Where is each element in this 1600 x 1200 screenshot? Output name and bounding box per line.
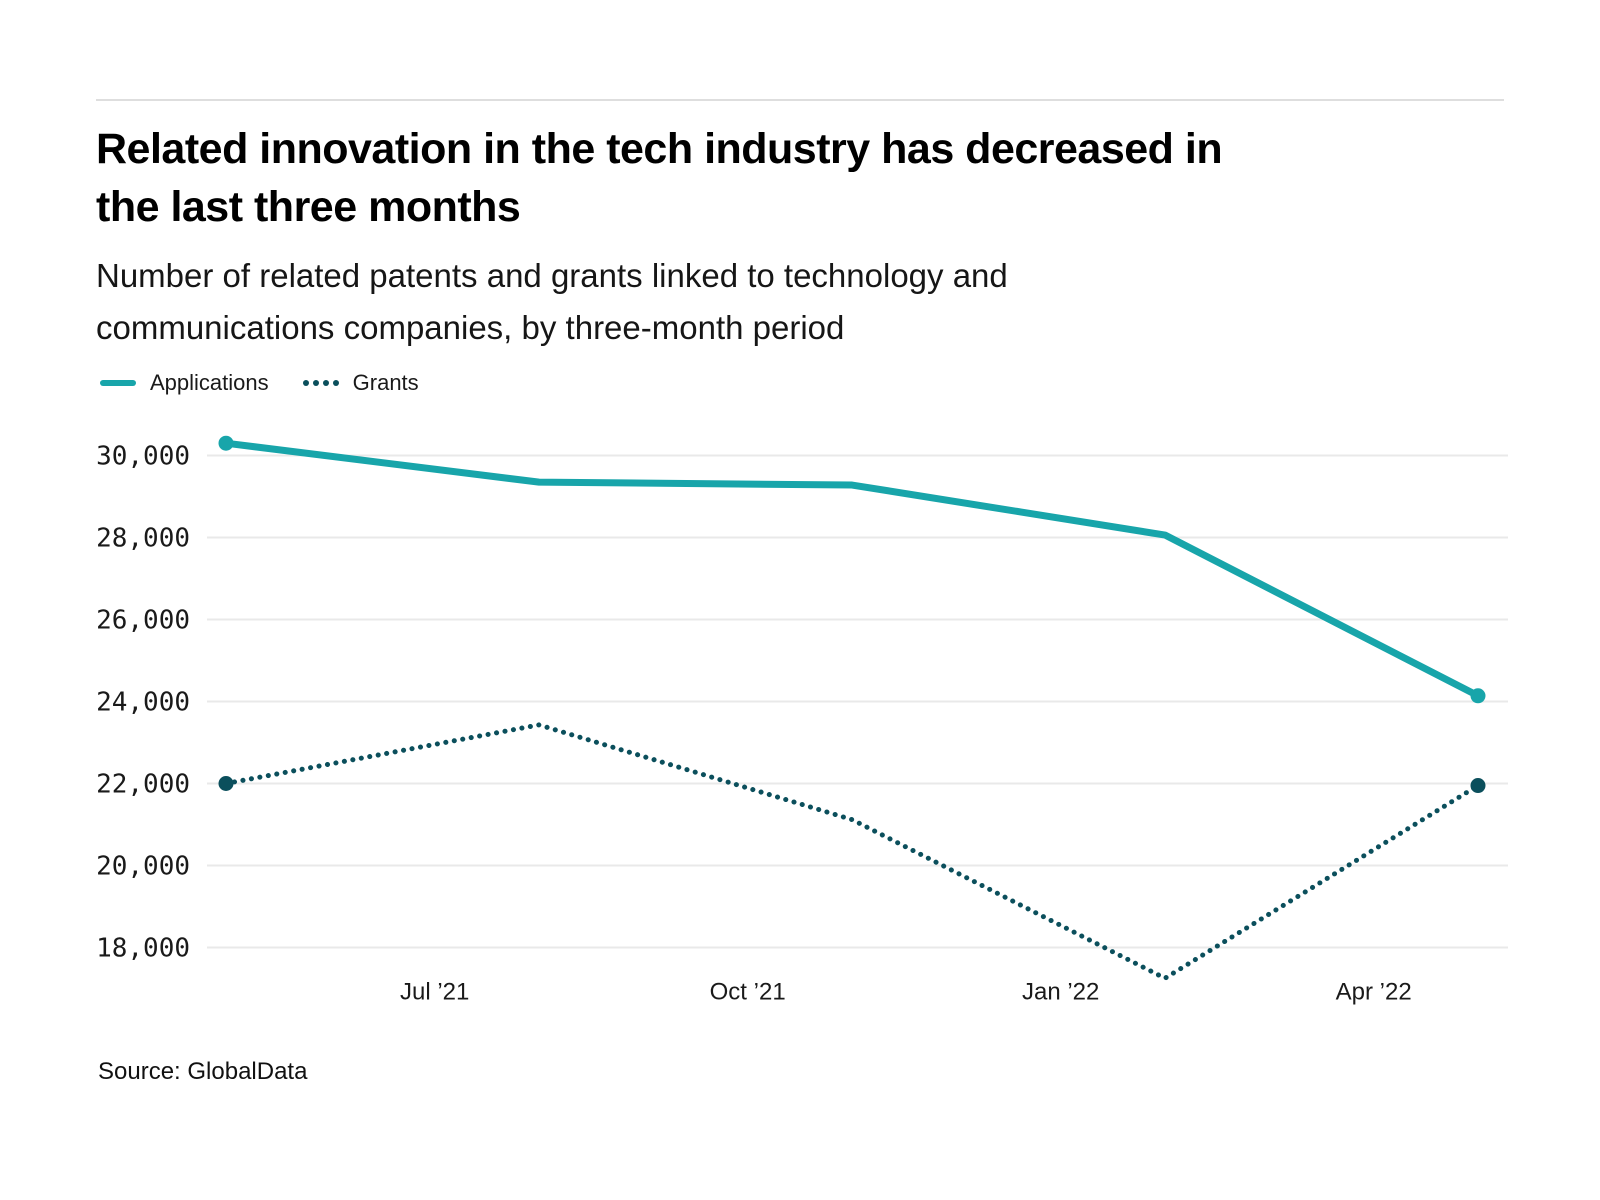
page-title-line-2: the last three months: [96, 183, 521, 231]
x-tick-label: Jul ’21: [400, 979, 469, 1006]
x-tick-label: Jan ’22: [1022, 979, 1099, 1006]
applications-line-swatch-icon: [100, 380, 136, 386]
y-tick-label: 28,000: [96, 524, 190, 554]
top-divider: [96, 99, 1504, 101]
y-tick-label: 30,000: [96, 442, 190, 472]
endpoint-marker-applications: [218, 435, 234, 451]
page-title-line-1: Related innovation in the tech industry …: [96, 125, 1223, 173]
x-tick-label: Apr ’22: [1336, 979, 1412, 1006]
legend-label-grants: Grants: [352, 370, 419, 395]
grants-dotted-swatch-icon: [302, 380, 339, 386]
legend-item-grants: Grants: [302, 370, 419, 396]
legend-label-applications: Applications: [150, 370, 269, 395]
chart-legend: Applications Grants: [100, 370, 419, 396]
y-tick-label: 20,000: [96, 852, 190, 882]
page-subtitle: Number of related patents and grants lin…: [96, 250, 1516, 354]
series-line-grants: [223, 722, 1481, 981]
page-subtitle-line-1: Number of related patents and grants lin…: [96, 257, 1008, 294]
endpoint-marker-grants: [218, 776, 234, 791]
source-credit: Source: GlobalData: [98, 1058, 308, 1085]
endpoint-marker-applications: [1470, 688, 1486, 704]
y-tick-label: 26,000: [96, 606, 190, 636]
page-title: Related innovation in the tech industry …: [96, 120, 1516, 236]
page-subtitle-line-2: communications companies, by three-month…: [96, 309, 845, 346]
y-tick-label: 22,000: [96, 770, 190, 800]
endpoint-marker-grants: [1470, 778, 1486, 794]
chart-svg: 30,000 28,000 26,000 24,000 22,000 20,000 18,0…: [96, 435, 1508, 1006]
legend-item-applications: Applications: [100, 370, 269, 396]
y-tick-label: 18,000: [96, 934, 190, 964]
y-tick-label: 24,000: [96, 688, 190, 718]
x-tick-label: Oct ’21: [710, 979, 786, 1006]
series-line-applications: [225, 439, 1480, 699]
line-chart: 30,000 28,000 26,000 24,000 22,000 20,000 18,0…: [0, 410, 1600, 1030]
